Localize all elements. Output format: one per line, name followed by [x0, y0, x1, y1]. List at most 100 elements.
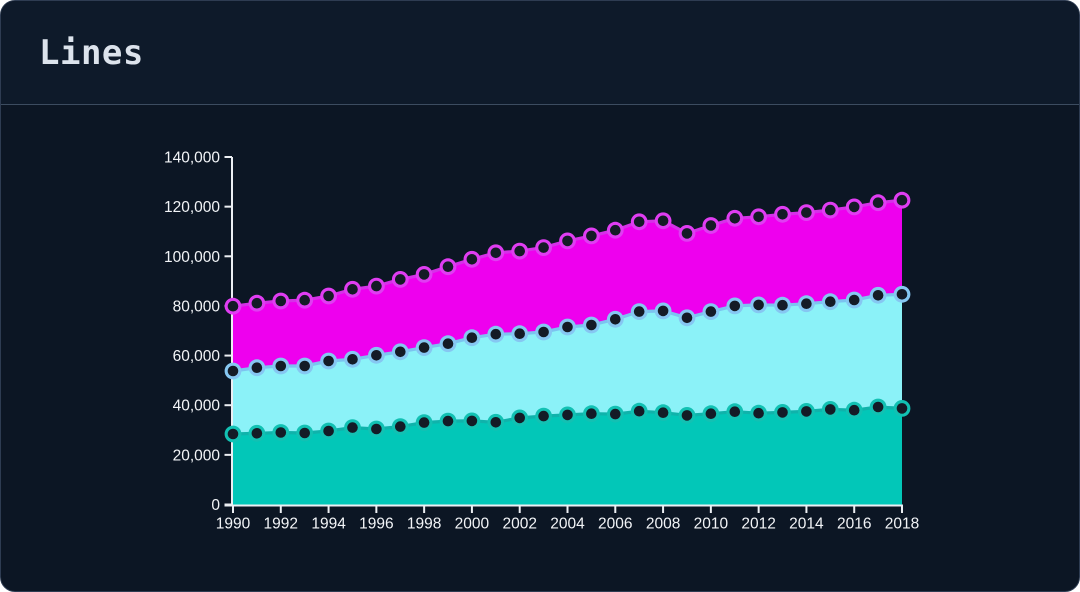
data-point-series-cyan[interactable]	[490, 328, 502, 340]
y-tick-label: 20,000	[173, 447, 221, 464]
data-point-series-cyan[interactable]	[323, 355, 334, 367]
data-point-series-teal[interactable]	[514, 412, 525, 424]
data-point-series-magenta[interactable]	[848, 201, 860, 213]
x-tick-label: 2018	[885, 516, 919, 533]
data-point-series-teal[interactable]	[657, 407, 669, 419]
data-point-series-teal[interactable]	[681, 410, 693, 421]
data-point-series-cyan[interactable]	[514, 328, 525, 340]
data-point-series-teal[interactable]	[371, 423, 382, 435]
data-point-series-teal[interactable]	[466, 415, 478, 427]
data-point-series-cyan[interactable]	[251, 362, 263, 374]
data-point-series-magenta[interactable]	[705, 220, 717, 231]
chart-title: Lines	[39, 33, 144, 73]
data-point-series-magenta[interactable]	[610, 224, 621, 236]
data-point-series-teal[interactable]	[275, 427, 287, 438]
data-point-series-teal[interactable]	[251, 428, 263, 439]
data-point-series-cyan[interactable]	[801, 298, 812, 310]
data-point-series-cyan[interactable]	[586, 319, 597, 331]
stacked-area-chart[interactable]: 0 20,000 40,000 60,000 80,000 100,000 120,000 1…	[1, 106, 1080, 592]
data-point-series-teal[interactable]	[753, 407, 764, 419]
data-point-series-cyan[interactable]	[227, 365, 239, 377]
data-point-series-cyan[interactable]	[753, 299, 764, 311]
data-point-series-magenta[interactable]	[562, 235, 573, 247]
data-point-series-magenta[interactable]	[299, 294, 311, 306]
data-point-series-magenta[interactable]	[825, 204, 836, 216]
data-point-series-magenta[interactable]	[586, 230, 597, 242]
data-point-series-magenta[interactable]	[801, 207, 812, 218]
data-point-series-teal[interactable]	[610, 408, 621, 420]
data-point-series-cyan[interactable]	[418, 342, 430, 353]
x-tick-label: 2004	[550, 516, 585, 533]
x-tick-label: 1992	[264, 516, 298, 533]
x-tick-label: 2006	[598, 516, 632, 533]
data-point-series-magenta[interactable]	[227, 300, 239, 312]
data-point-series-cyan[interactable]	[442, 338, 454, 350]
data-point-series-cyan[interactable]	[466, 332, 478, 344]
data-point-series-cyan[interactable]	[371, 350, 382, 361]
data-point-series-cyan[interactable]	[872, 290, 884, 301]
data-point-series-magenta[interactable]	[490, 247, 502, 259]
data-point-series-cyan[interactable]	[633, 306, 645, 317]
data-point-series-teal[interactable]	[586, 408, 597, 420]
data-point-series-magenta[interactable]	[681, 228, 693, 239]
data-point-series-cyan[interactable]	[777, 299, 788, 311]
data-point-series-teal[interactable]	[395, 421, 406, 432]
data-point-series-cyan[interactable]	[538, 326, 549, 338]
data-point-series-magenta[interactable]	[896, 194, 908, 206]
data-point-series-cyan[interactable]	[299, 360, 311, 372]
data-point-series-magenta[interactable]	[251, 297, 263, 309]
data-point-series-teal[interactable]	[347, 422, 358, 433]
card-header: Lines	[1, 1, 1079, 105]
data-point-series-magenta[interactable]	[777, 209, 788, 220]
y-tick-label: 60,000	[173, 348, 221, 365]
chart-region: 0 20,000 40,000 60,000 80,000 100,000 120,000 1…	[1, 106, 1080, 592]
data-point-series-magenta[interactable]	[323, 290, 334, 302]
data-point-series-cyan[interactable]	[657, 305, 669, 317]
data-point-series-cyan[interactable]	[825, 296, 836, 308]
data-point-series-magenta[interactable]	[872, 197, 884, 208]
data-point-series-cyan[interactable]	[729, 300, 741, 312]
data-point-series-magenta[interactable]	[275, 295, 287, 307]
y-tick-label: 0	[211, 497, 220, 514]
data-point-series-teal[interactable]	[872, 401, 884, 413]
data-point-series-cyan[interactable]	[562, 321, 573, 333]
data-point-series-teal[interactable]	[418, 417, 430, 428]
data-point-series-teal[interactable]	[227, 428, 239, 440]
data-point-series-cyan[interactable]	[395, 346, 406, 358]
data-point-series-teal[interactable]	[801, 406, 812, 417]
data-point-series-magenta[interactable]	[442, 261, 454, 273]
data-point-series-magenta[interactable]	[418, 269, 430, 280]
data-point-series-teal[interactable]	[299, 427, 311, 439]
data-point-series-teal[interactable]	[825, 404, 836, 415]
data-point-series-cyan[interactable]	[705, 306, 717, 317]
data-point-series-magenta[interactable]	[514, 245, 525, 257]
data-point-series-teal[interactable]	[562, 409, 573, 421]
y-tick-label: 40,000	[173, 398, 221, 415]
data-point-series-teal[interactable]	[633, 405, 645, 417]
data-point-series-cyan[interactable]	[347, 354, 358, 365]
data-point-series-cyan[interactable]	[275, 360, 287, 372]
data-point-series-magenta[interactable]	[753, 211, 764, 223]
y-tick-label: 120,000	[164, 199, 220, 216]
data-point-series-cyan[interactable]	[681, 312, 693, 324]
data-point-series-teal[interactable]	[538, 410, 549, 422]
data-point-series-teal[interactable]	[323, 425, 334, 437]
data-point-series-cyan[interactable]	[896, 289, 908, 300]
data-point-series-teal[interactable]	[896, 403, 908, 414]
data-point-series-magenta[interactable]	[347, 284, 358, 295]
data-point-series-magenta[interactable]	[729, 213, 741, 224]
data-point-series-cyan[interactable]	[610, 314, 621, 325]
data-point-series-teal[interactable]	[490, 417, 502, 428]
data-point-series-cyan[interactable]	[848, 294, 860, 306]
data-point-series-teal[interactable]	[848, 404, 860, 416]
data-point-series-magenta[interactable]	[395, 274, 406, 285]
data-point-series-magenta[interactable]	[466, 253, 478, 265]
data-point-series-magenta[interactable]	[371, 280, 382, 292]
data-point-series-teal[interactable]	[777, 407, 788, 418]
data-point-series-magenta[interactable]	[538, 242, 549, 253]
data-point-series-magenta[interactable]	[657, 215, 669, 227]
data-point-series-teal[interactable]	[442, 415, 454, 427]
data-point-series-teal[interactable]	[729, 406, 741, 418]
data-point-series-magenta[interactable]	[633, 216, 645, 228]
data-point-series-teal[interactable]	[705, 408, 717, 420]
